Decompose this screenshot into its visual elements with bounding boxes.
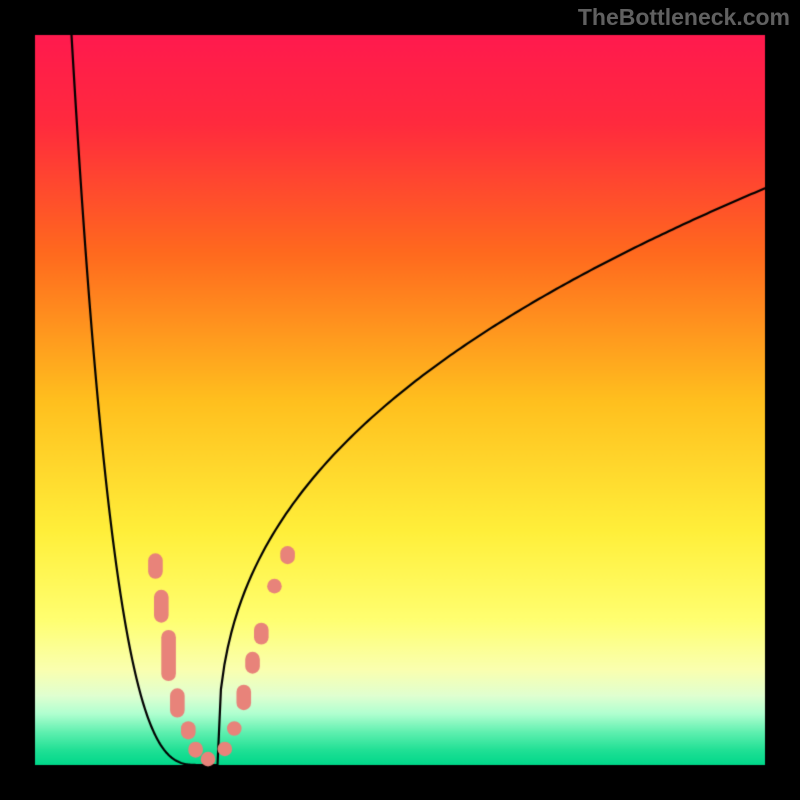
chart-root: TheBottleneck.com xyxy=(0,0,800,800)
bottleneck-chart-canvas xyxy=(0,0,800,800)
